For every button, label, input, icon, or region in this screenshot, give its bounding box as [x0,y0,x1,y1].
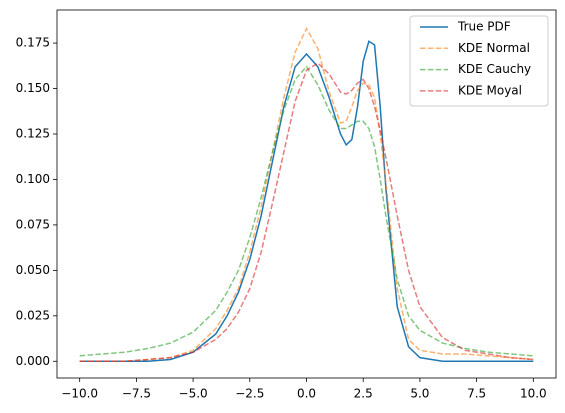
legend-box [409,15,549,107]
x-tick-label: −10.0 [61,387,98,401]
y-tick-label: 0.025 [16,308,50,322]
legend-label: KDE Cauchy [458,62,531,76]
x-tick-label: 10.0 [520,387,547,401]
y-tick-label: 0.075 [16,217,50,231]
legend-label: KDE Moyal [458,83,522,97]
series-line [79,65,534,357]
x-tick-label: 2.5 [354,387,373,401]
legend-label: KDE Normal [458,41,530,55]
y-tick-label: 0.000 [16,354,50,368]
x-tick-label: −2.5 [235,387,264,401]
y-tick-label: 0.150 [16,81,50,95]
y-tick-label: 0.125 [16,127,50,141]
x-tick-label: 0.0 [297,387,316,401]
y-tick-label: 0.100 [16,172,50,186]
x-tick-label: −5.0 [179,387,208,401]
x-tick-label: 7.5 [467,387,486,401]
y-tick-label: 0.175 [16,36,50,50]
legend-label: True PDF [457,20,511,34]
series-line [79,62,534,363]
y-tick-label: 0.050 [16,263,50,277]
x-tick-label: −7.5 [122,387,151,401]
series-line [79,26,534,363]
plot-frame [56,9,557,379]
series-line [79,40,534,363]
x-tick-label: 5.0 [410,387,429,401]
